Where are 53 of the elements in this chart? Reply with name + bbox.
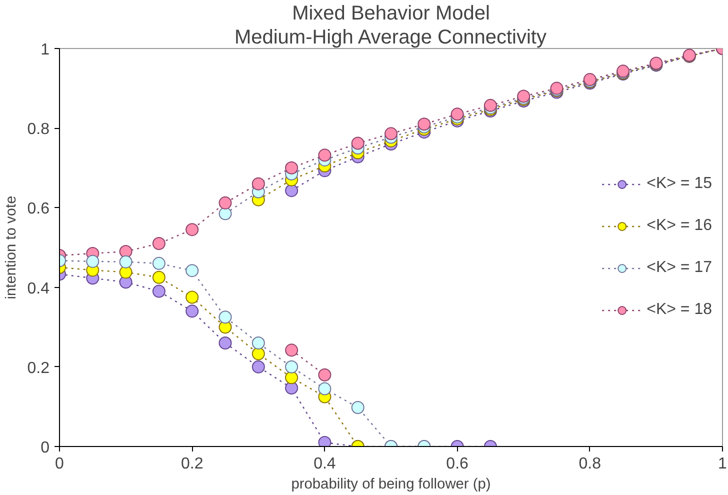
point — [186, 223, 199, 236]
point — [351, 401, 364, 414]
point — [285, 344, 298, 357]
point — [252, 336, 265, 350]
x-axis-title: probability of being follower (p) — [291, 476, 491, 492]
y-tick-label: 0.6 — [27, 200, 50, 218]
chart-title: Mixed Behavior Model — [292, 2, 490, 24]
point — [285, 360, 298, 374]
point — [152, 270, 166, 284]
point — [285, 371, 298, 384]
x-tick-label: 0.8 — [578, 456, 602, 472]
point — [318, 148, 332, 162]
point — [218, 196, 232, 210]
point — [218, 336, 232, 350]
x-tick-label: 1 — [718, 456, 728, 472]
legend-label: <K> = 15 — [646, 175, 712, 193]
y-tick-label: 0 — [40, 440, 50, 456]
point — [252, 360, 265, 374]
point — [285, 382, 298, 394]
point — [252, 177, 265, 190]
point — [218, 310, 232, 324]
legend-label: <K> = 18 — [646, 301, 712, 319]
legend-label: <K> = 17 — [646, 259, 712, 277]
point — [119, 255, 132, 268]
y-tick-label: 0.8 — [27, 121, 50, 138]
y-axis-title: intention to vote — [3, 196, 20, 300]
x-tick-label: 0.4 — [314, 456, 336, 472]
point — [318, 382, 332, 396]
point — [86, 254, 100, 268]
point — [285, 161, 298, 174]
point — [186, 290, 199, 304]
point — [152, 284, 166, 298]
point — [351, 136, 364, 150]
legend-label: <K> = 16 — [646, 217, 712, 235]
point — [384, 127, 398, 140]
x-tick-label: 0 — [55, 456, 64, 472]
y-tick-label: 1 — [40, 42, 50, 58]
point — [285, 184, 298, 198]
point — [218, 207, 232, 220]
point — [484, 98, 497, 112]
x-tick-label: 0.2 — [180, 456, 204, 472]
point — [318, 368, 332, 382]
point — [152, 256, 166, 270]
point — [186, 264, 199, 278]
x-tick-label: 0.6 — [446, 456, 469, 472]
chart-subtitle: Medium-High Average Connectivity — [234, 26, 546, 48]
point — [186, 304, 199, 318]
point — [252, 347, 265, 360]
point — [450, 108, 464, 121]
y-tick-label: 0.4 — [27, 280, 50, 298]
y-tick-label: 0.2 — [27, 360, 50, 377]
point — [152, 237, 166, 250]
point — [418, 118, 431, 131]
